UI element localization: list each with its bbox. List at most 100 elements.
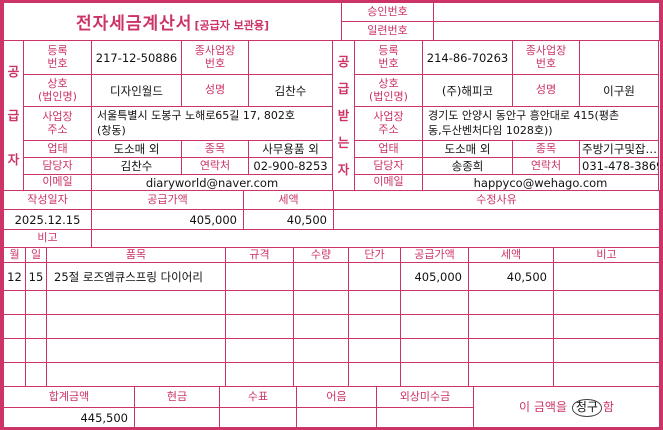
item-month: 12 xyxy=(3,262,26,291)
buyer-biztype: 도소매 외 xyxy=(422,140,513,158)
claim-circled-word: 청구 xyxy=(571,399,602,417)
totals-section: 합계금액 현금 수표 어음 외상미수금 이 금액을 청구 함 445,500 xyxy=(3,386,660,427)
supplier-bizitem-label: 종목 xyxy=(181,140,249,158)
receivable-value xyxy=(376,407,474,427)
serial-number-value xyxy=(433,21,660,41)
supplier-manager: 김찬수 xyxy=(91,157,182,175)
col-spec: 규격 xyxy=(225,247,294,263)
write-date-label: 작성일자 xyxy=(3,190,92,210)
check-value xyxy=(219,407,297,427)
cash-value xyxy=(134,407,220,427)
col-supply: 공급가액 xyxy=(400,247,469,263)
item-supply: 405,000 xyxy=(400,262,469,291)
check-label: 수표 xyxy=(219,386,297,408)
supplier-ceo-name: 김찬수 xyxy=(248,74,333,107)
bill-label: 어음 xyxy=(296,386,377,408)
buyer-reg-number: 214-86-70263 xyxy=(422,40,513,75)
supplier-phone: 02-900-8253 xyxy=(248,157,333,175)
item-name: 25절 로즈엠큐스프링 다이어리 xyxy=(46,262,226,291)
buyer-email-label: 이메일 xyxy=(354,174,423,191)
revision-reason-label: 수정사유 xyxy=(333,190,660,210)
buyer-phone: 031-478-3869 xyxy=(579,157,659,175)
total-amount-value: 445,500 xyxy=(3,407,135,427)
invoice-header: 전자세금계산서 [공급자 보관용] 승인번호 일련번호 xyxy=(3,3,660,41)
buyer-panel: 공 급 받 는 자 등록 번호 214-86-70263 종사업장 번호 상호 … xyxy=(332,40,659,191)
buyer-subbiz-number xyxy=(579,40,659,75)
supplier-biztype-label: 업태 xyxy=(23,140,92,158)
col-month: 월 xyxy=(3,247,26,263)
col-note: 비고 xyxy=(553,247,660,263)
buyer-company-label: 상호 (법인명) xyxy=(354,74,423,107)
supplier-ceo-label: 성명 xyxy=(181,74,249,107)
supplier-email-label: 이메일 xyxy=(23,174,92,191)
supplier-subbiz-number xyxy=(248,40,333,75)
item-spec xyxy=(225,262,294,291)
buyer-ceo-name: 이구원 xyxy=(579,74,659,107)
empty-item-row xyxy=(3,314,660,339)
buyer-manager: 송종희 xyxy=(422,157,513,175)
supplier-panel: 공 급 자 등록 번호 217-12-50886 종사업장 번호 상호 (법인명… xyxy=(3,40,333,191)
summary-section: 작성일자 공급가액 세액 수정사유 2025.12.15 405,000 40,… xyxy=(3,190,660,248)
buyer-side-label: 공 급 받 는 자 xyxy=(332,40,355,191)
invoice-title: 전자세금계산서 xyxy=(75,14,193,34)
buyer-address: 경기도 안양시 동안구 흥안대로 415(평촌 동,두산벤처다임 1028호)) xyxy=(422,106,659,141)
tax-amount-label: 세액 xyxy=(243,190,334,210)
supplier-subbiz-label: 종사업장 번호 xyxy=(181,40,249,75)
approval-number-value xyxy=(433,3,660,22)
buyer-bizitem-label: 종목 xyxy=(512,140,580,158)
remarks-label: 비고 xyxy=(3,229,92,248)
col-unit-price: 단가 xyxy=(348,247,401,263)
buyer-biztype-label: 업태 xyxy=(354,140,423,158)
supplier-company-name: 디자인월드 xyxy=(91,74,182,107)
supplier-phone-label: 연락처 xyxy=(181,157,249,175)
bill-value xyxy=(296,407,377,427)
revision-reason-value xyxy=(333,209,660,230)
supplier-address-label: 사업장 주소 xyxy=(23,106,92,141)
parties-section: 공 급 자 등록 번호 217-12-50886 종사업장 번호 상호 (법인명… xyxy=(3,40,660,191)
supplier-biztype: 도소매 외 xyxy=(91,140,182,158)
item-tax: 40,500 xyxy=(468,262,554,291)
page-title: 전자세금계산서 [공급자 보관용] xyxy=(3,3,342,41)
cash-label: 현금 xyxy=(134,386,220,408)
supplier-address: 서울특별시 도봉구 노해로65길 17, 802호 (창동) xyxy=(91,106,333,141)
item-note xyxy=(553,262,660,291)
empty-item-row xyxy=(3,290,660,315)
col-day: 일 xyxy=(25,247,47,263)
buyer-ceo-label: 성명 xyxy=(512,74,580,107)
write-date-value: 2025.12.15 xyxy=(3,209,92,230)
empty-item-row xyxy=(3,362,660,387)
claim-statement: 이 금액을 청구 함 xyxy=(473,386,660,427)
approval-number-label: 승인번호 xyxy=(341,3,434,22)
buyer-address-label: 사업장 주소 xyxy=(354,106,423,141)
col-qty: 수량 xyxy=(293,247,349,263)
invoice-title-suffix: [공급자 보관용] xyxy=(194,19,270,32)
buyer-manager-label: 담당자 xyxy=(354,157,423,175)
item-qty xyxy=(293,262,349,291)
buyer-company-name: (주)해피코 xyxy=(422,74,513,107)
buyer-phone-label: 연락처 xyxy=(512,157,580,175)
item-row: 12 15 25절 로즈엠큐스프링 다이어리 405,000 40,500 xyxy=(3,262,660,291)
buyer-subbiz-label: 종사업장 번호 xyxy=(512,40,580,75)
claim-prefix: 이 금액을 xyxy=(519,400,571,415)
col-tax: 세액 xyxy=(468,247,554,263)
supplier-manager-label: 담당자 xyxy=(23,157,92,175)
buyer-reg-label: 등록 번호 xyxy=(354,40,423,75)
buyer-bizitem: 주방기구및잡… xyxy=(579,140,659,158)
empty-item-row xyxy=(3,338,660,363)
items-table: 월 일 품목 규격 수량 단가 공급가액 세액 비고 12 15 25절 로즈엠… xyxy=(3,247,660,387)
supplier-reg-number: 217-12-50886 xyxy=(91,40,182,75)
supplier-company-label: 상호 (법인명) xyxy=(23,74,92,107)
supplier-reg-label: 등록 번호 xyxy=(23,40,92,75)
supplier-email: diaryworld@naver.com xyxy=(91,174,333,191)
total-amount-label: 합계금액 xyxy=(3,386,135,408)
receivable-label: 외상미수금 xyxy=(376,386,474,408)
buyer-email: happyco@wehago.com xyxy=(422,174,659,191)
supplier-side-label: 공 급 자 xyxy=(3,40,24,191)
items-header-row: 월 일 품목 규격 수량 단가 공급가액 세액 비고 xyxy=(3,247,660,263)
col-item-name: 품목 xyxy=(46,247,226,263)
item-day: 15 xyxy=(25,262,47,291)
supplier-bizitem: 사무용품 외 xyxy=(248,140,333,158)
serial-number-label: 일련번호 xyxy=(341,21,434,41)
item-unit-price xyxy=(348,262,401,291)
